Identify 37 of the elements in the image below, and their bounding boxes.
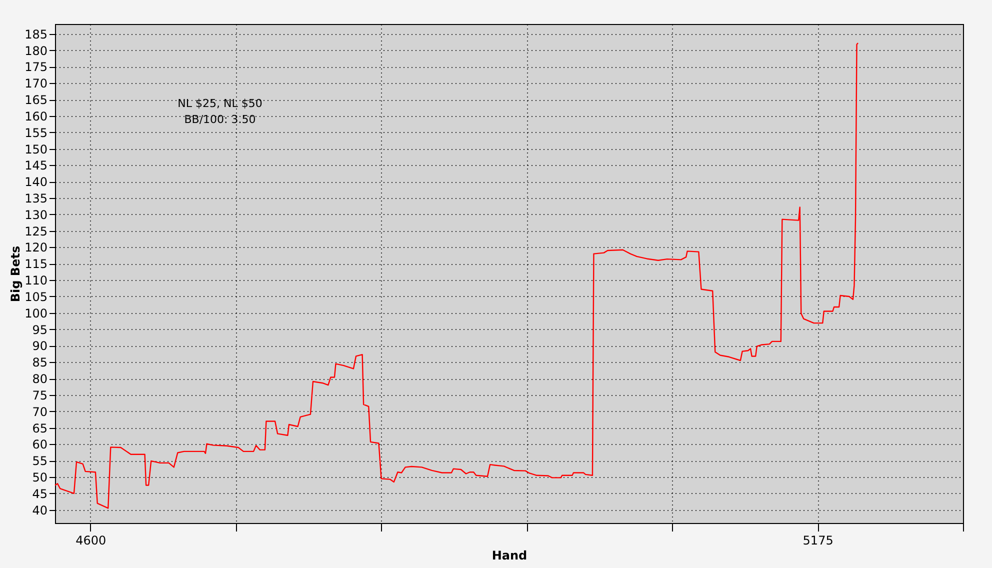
y-axis-title: Big Bets <box>8 246 23 302</box>
y-tick-label: 115 <box>24 257 48 272</box>
y-tick-label: 150 <box>24 142 48 156</box>
x-tick-label: 5175 <box>802 534 834 548</box>
y-tick-label: 95 <box>32 322 48 337</box>
y-tick-label: 155 <box>24 126 48 140</box>
y-tick-label: 110 <box>24 274 48 288</box>
y-tick-label: 175 <box>24 60 48 74</box>
y-tick-label: 120 <box>24 240 48 255</box>
y-tick-label: 80 <box>32 372 48 386</box>
y-tick-label: 185 <box>24 27 48 42</box>
y-tick-label: 165 <box>24 93 48 108</box>
y-tick-label: 100 <box>24 306 48 320</box>
y-tick-label: 60 <box>32 438 48 452</box>
y-tick-label: 90 <box>32 339 48 354</box>
y-tick-label: 170 <box>24 76 48 91</box>
y-tick-label: 40 <box>32 503 48 518</box>
y-tick-label: 65 <box>32 421 48 436</box>
y-tick-label: 50 <box>32 470 48 485</box>
x-axis-title: Hand <box>492 548 528 562</box>
y-tick-label: 145 <box>24 158 48 173</box>
y-tick-label: 125 <box>24 224 48 238</box>
y-tick-label: 55 <box>32 454 48 468</box>
y-tick-label: 105 <box>24 290 48 304</box>
y-tick-label: 75 <box>32 388 48 402</box>
y-tick-label: 180 <box>24 44 48 58</box>
annotation: BB/100: 3.50 <box>184 113 256 126</box>
y-tick-label: 140 <box>24 175 48 190</box>
line-series <box>54 42 859 509</box>
y-tick-label: 135 <box>24 191 48 206</box>
y-tick-label: 130 <box>24 208 48 222</box>
y-tick-label: 70 <box>32 404 48 419</box>
y-tick-label: 85 <box>32 356 48 370</box>
y-tick-label: 45 <box>32 486 48 501</box>
x-tick-label: 4600 <box>76 534 106 548</box>
annotation: NL $25, NL $50 <box>178 97 262 110</box>
y-tick-label: 160 <box>24 109 48 124</box>
